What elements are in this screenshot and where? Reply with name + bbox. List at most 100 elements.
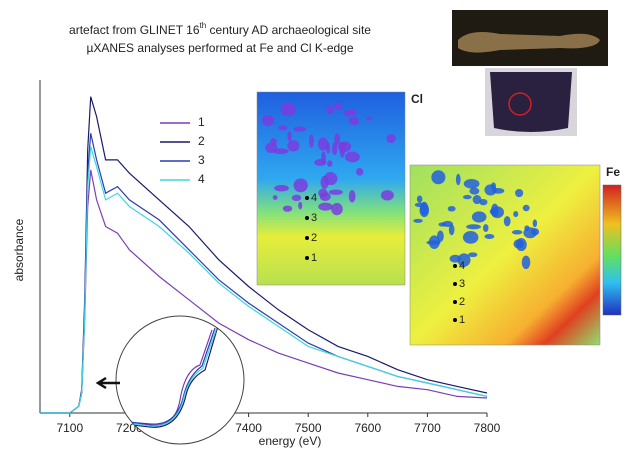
map-blob <box>285 106 290 110</box>
map-blob <box>431 170 445 184</box>
map-point <box>453 318 457 322</box>
chart: artefact from GLINET 16th century AD arc… <box>0 0 626 450</box>
map-blob <box>483 224 488 232</box>
map-blob <box>318 203 333 211</box>
map-blob <box>513 211 518 217</box>
map-blob <box>309 135 314 148</box>
map-blob <box>463 195 472 199</box>
map-blob <box>287 140 299 151</box>
map-blob <box>356 168 363 176</box>
map-point <box>305 236 309 240</box>
color-bar <box>603 185 621 315</box>
chart-title: artefact from GLINET 16th century AD arc… <box>69 21 371 37</box>
map-label: Cl <box>411 92 423 106</box>
map-point <box>305 216 309 220</box>
map-point-label: 4 <box>311 192 317 204</box>
map-blob <box>415 203 426 208</box>
map-blob <box>327 105 334 114</box>
map-blob <box>318 138 328 151</box>
map-blob <box>283 205 292 211</box>
map-blob <box>381 190 394 200</box>
map-blob <box>334 103 342 111</box>
element-map <box>410 165 600 345</box>
map-blob <box>366 117 372 121</box>
map-blob <box>274 185 289 192</box>
map-blob <box>468 252 477 257</box>
x-tick-label: 7100 <box>56 421 83 435</box>
map-blob <box>332 142 337 155</box>
map-point-label: 3 <box>311 212 317 224</box>
map-blob <box>472 211 487 222</box>
map-label: Fe <box>606 165 620 179</box>
map-blob <box>273 195 278 200</box>
map-blob <box>320 192 331 201</box>
map-blob <box>324 172 337 185</box>
map-blob <box>329 189 343 194</box>
map-blob <box>512 230 522 235</box>
legend-label: 2 <box>198 134 205 148</box>
map-blob <box>293 126 306 131</box>
map-point <box>305 196 309 200</box>
map-blob <box>484 234 494 239</box>
map-blob <box>523 205 530 211</box>
map-blob <box>533 219 537 227</box>
map-blob <box>504 216 511 226</box>
map-blob <box>349 190 356 202</box>
map-blob <box>491 204 499 217</box>
map-blob <box>262 115 274 126</box>
map-point <box>453 264 457 268</box>
map-point-label: 4 <box>459 260 465 272</box>
x-tick-label: 7800 <box>474 421 501 435</box>
map-blob <box>429 235 440 249</box>
map-blob <box>456 174 461 185</box>
title-superscript: th <box>200 21 207 30</box>
x-tick-label: 7500 <box>295 421 322 435</box>
map-blob <box>348 116 359 125</box>
map-blob <box>484 184 496 195</box>
map-blob <box>327 160 332 166</box>
map-blob <box>343 111 352 116</box>
map-blob <box>464 179 480 189</box>
legend-label: 3 <box>198 153 205 167</box>
map-blob <box>345 152 360 163</box>
map-blob <box>287 131 291 141</box>
legend-label: 4 <box>198 172 205 186</box>
x-axis-label: energy (eV) <box>259 434 322 448</box>
map-blob <box>270 138 277 145</box>
map-point-label: 2 <box>459 296 465 308</box>
y-axis-label: absorbance <box>12 218 26 281</box>
map-point-label: 1 <box>311 252 317 264</box>
map-blob <box>469 188 479 195</box>
map-blob <box>314 159 326 166</box>
map-blob <box>386 134 395 143</box>
map-blob <box>331 203 343 215</box>
map-blob <box>413 219 423 223</box>
map-blob <box>278 125 287 130</box>
map-blob <box>442 221 453 227</box>
x-tick-label: 7700 <box>414 421 441 435</box>
map-point <box>453 300 457 304</box>
legend-label: 1 <box>198 115 205 129</box>
map-blob <box>294 179 308 193</box>
map-blob <box>463 231 479 244</box>
x-tick-label: 7600 <box>354 421 381 435</box>
map-blob <box>479 199 487 205</box>
title-part: artefact from GLINET 16 <box>69 23 200 37</box>
map-blob <box>515 189 523 197</box>
map-blob <box>417 195 422 202</box>
map-blob <box>292 195 302 201</box>
map-point <box>453 282 457 286</box>
map-blob <box>340 144 345 158</box>
map-blob <box>531 228 539 235</box>
map-blob <box>466 224 481 229</box>
map-blob <box>298 202 302 210</box>
x-tick-label: 7400 <box>235 421 262 435</box>
map-blob <box>516 238 527 251</box>
map-point-label: 1 <box>459 314 465 326</box>
map-blob <box>448 206 456 212</box>
title-part: century AD archaeological site <box>206 23 371 37</box>
map-point-label: 2 <box>311 232 317 244</box>
chart-subtitle: µXANES analyses performed at Fe and Cl K… <box>86 41 353 55</box>
map-blob <box>522 256 531 269</box>
map-point-label: 3 <box>459 278 465 290</box>
